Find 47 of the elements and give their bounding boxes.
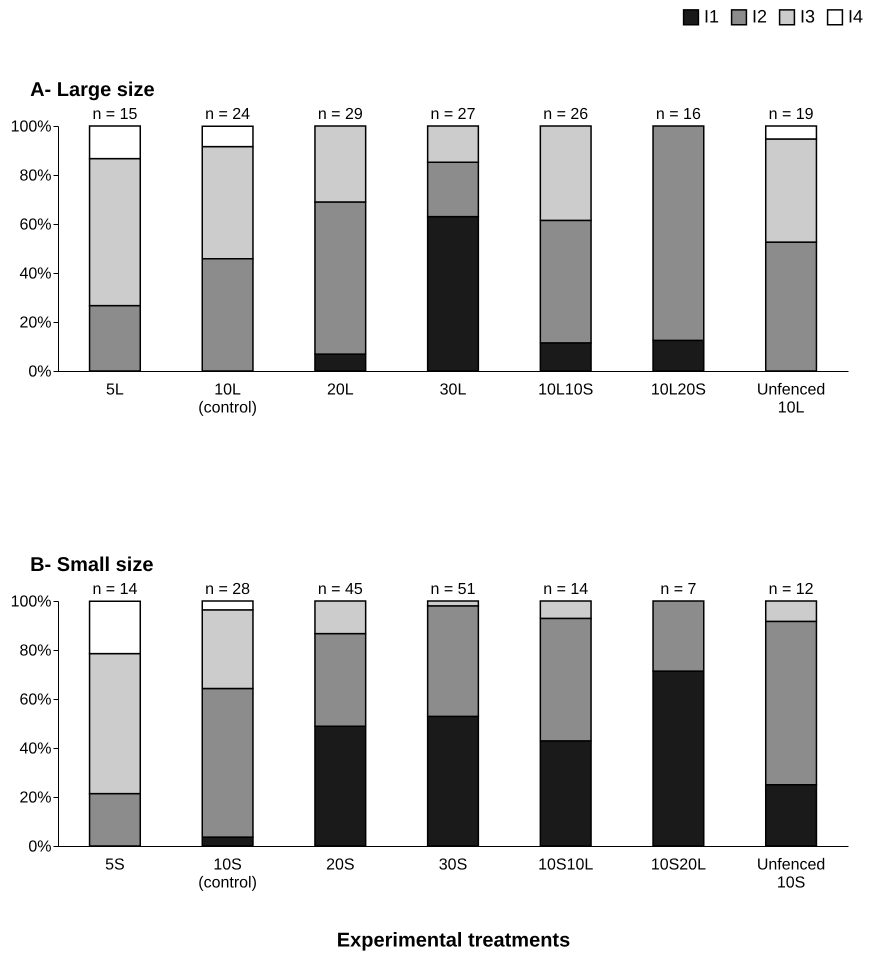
annotation: n = 51 bbox=[430, 581, 476, 598]
legend-label: I1 bbox=[704, 6, 720, 26]
x-tick-label: 10L20S bbox=[650, 382, 706, 398]
annotation: n = 16 bbox=[656, 106, 701, 123]
x-tick-label: 10S20L bbox=[650, 856, 706, 874]
x-tick-label: 10S (control) bbox=[198, 856, 257, 892]
x-tick-label: 20L bbox=[326, 382, 354, 398]
y-tick-label: 40% bbox=[19, 266, 52, 282]
y-tick-label: 80% bbox=[19, 642, 52, 660]
y-tick-label: 0% bbox=[28, 364, 52, 380]
chart-title: B- Small size bbox=[30, 554, 154, 576]
annotation: n = 24 bbox=[205, 106, 250, 123]
x-tick-label: 30L bbox=[440, 382, 466, 398]
annotation: n = 29 bbox=[318, 106, 363, 123]
legend-label: I4 bbox=[848, 6, 864, 26]
legend-label: I3 bbox=[800, 6, 816, 26]
x-tick-label: 10S10L bbox=[538, 856, 594, 874]
annotation: n = 15 bbox=[92, 106, 138, 123]
annotation: n = 12 bbox=[768, 581, 814, 598]
y-tick-label: 60% bbox=[19, 216, 52, 234]
x-tick-label: Unfenced 10L bbox=[756, 382, 826, 416]
x-tick-label: 20S bbox=[326, 856, 355, 874]
x-tick-label: 10L10S bbox=[538, 382, 594, 398]
y-tick-label: 0% bbox=[28, 838, 52, 856]
x-tick-label: 10L (control) bbox=[198, 382, 257, 416]
y-tick-label: 20% bbox=[19, 314, 52, 332]
annotation: n = 19 bbox=[768, 106, 814, 123]
x-axis-title: Experimental treatments bbox=[336, 930, 570, 952]
annotation: n = 45 bbox=[318, 581, 363, 598]
legend-label: I2 bbox=[752, 6, 768, 26]
annotation: n = 14 bbox=[92, 581, 138, 598]
y-tick-label: 60% bbox=[19, 692, 52, 708]
y-tick-label: 100% bbox=[10, 594, 52, 610]
annotation: n = 14 bbox=[543, 581, 588, 598]
annotation: n = 7 bbox=[660, 581, 697, 598]
y-tick-label: 20% bbox=[19, 790, 52, 806]
y-tick-label: 100% bbox=[10, 118, 52, 136]
annotation: n = 27 bbox=[430, 106, 476, 123]
annotation: n = 28 bbox=[205, 581, 250, 598]
x-tick-label: 5S bbox=[105, 856, 125, 874]
annotation: n = 26 bbox=[543, 106, 588, 123]
y-tick-label: 80% bbox=[19, 168, 52, 184]
x-tick-label: 30S bbox=[438, 856, 468, 874]
x-tick-label: Unfenced 10S bbox=[756, 856, 826, 892]
chart-title: A- Large size bbox=[30, 79, 155, 101]
x-tick-label: 5L bbox=[106, 382, 124, 398]
y-tick-label: 40% bbox=[19, 740, 52, 758]
